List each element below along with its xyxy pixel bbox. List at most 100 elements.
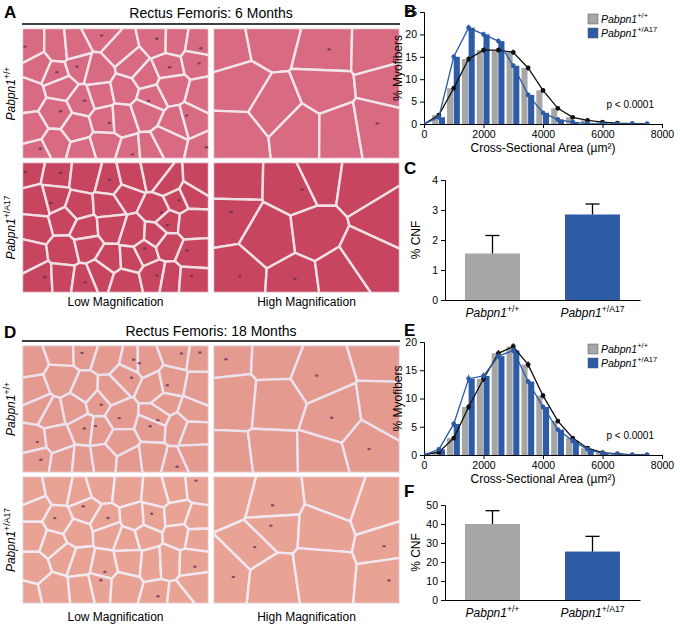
marker (424, 122, 426, 124)
nucleus (166, 384, 170, 386)
fiber (248, 429, 298, 473)
marker (526, 362, 531, 367)
tick: 20 (405, 28, 424, 40)
bar (565, 215, 620, 301)
title-rule (22, 23, 400, 25)
tick-mark (420, 455, 424, 456)
marker (424, 453, 426, 455)
bar (498, 356, 504, 455)
tick-mark (603, 455, 604, 459)
nucleus (138, 362, 142, 364)
marker (451, 436, 456, 441)
tick: Pabpn1+/A17 (560, 600, 624, 620)
tick-label: 10 (426, 575, 438, 587)
bar (447, 438, 453, 455)
axis-line (446, 600, 641, 601)
nucleus (23, 45, 27, 47)
tick-mark (420, 370, 424, 371)
nucleus (293, 278, 297, 280)
nucleus (271, 504, 275, 506)
error-cap (586, 203, 600, 204)
fiber (88, 573, 111, 604)
fiber (49, 445, 75, 473)
nucleus (376, 122, 380, 124)
title-rule (22, 340, 400, 342)
tick-label: 5 (411, 95, 417, 107)
tick-mark (420, 34, 424, 35)
tick: 5 (411, 421, 424, 433)
tick: 50 (426, 499, 445, 511)
micrograph-background (22, 476, 209, 604)
fiber (22, 448, 52, 473)
nucleus (23, 171, 27, 173)
error-cap (586, 536, 600, 537)
y-axis-title: % Myofibers (391, 35, 405, 101)
nucleus (83, 99, 87, 101)
tick-label: 0 (422, 459, 428, 471)
nucleus (59, 172, 63, 174)
micrograph (213, 476, 400, 604)
nucleus (168, 66, 172, 68)
micrograph-background (22, 162, 209, 293)
marker (541, 393, 546, 398)
tick-label: 8000 (651, 128, 675, 140)
tick: 10 (426, 575, 445, 587)
marker (600, 450, 605, 455)
marker (615, 121, 620, 124)
marker (526, 92, 531, 97)
tick-label: Pabpn1+/A17 (560, 304, 624, 320)
tick-label: 20 (426, 556, 438, 568)
tick-mark (441, 600, 445, 601)
tick: 6000 (591, 124, 615, 140)
marker (645, 453, 650, 455)
nucleus (387, 579, 391, 581)
marker (630, 453, 635, 455)
tick-label: Pabpn1+/+ (466, 304, 520, 320)
marker (555, 117, 560, 122)
tick-label: 15 (405, 51, 417, 63)
tick-mark (662, 124, 663, 128)
marker (541, 110, 546, 115)
marker (466, 405, 471, 410)
error-cap (486, 235, 500, 236)
nucleus (81, 505, 85, 507)
tick: 8000 (651, 455, 675, 471)
axis-line (446, 300, 641, 301)
nucleus (165, 224, 169, 226)
fiber (178, 209, 209, 240)
fiber (265, 253, 319, 293)
marker (630, 121, 635, 124)
tick: 2000 (472, 455, 496, 471)
legend-label: Pabpn1+/A17 (601, 25, 657, 39)
bar (492, 50, 498, 124)
y-axis-title: % CNF (409, 221, 423, 260)
error-whisker (492, 236, 493, 254)
nucleus (238, 275, 242, 277)
tick-mark (441, 240, 445, 241)
tick-mark (441, 270, 445, 271)
marker (570, 120, 575, 124)
marker (630, 453, 635, 455)
tick-label: 40 (426, 518, 438, 530)
fiber (291, 28, 352, 71)
marker (645, 122, 650, 124)
axis: 02000400060008000 (422, 124, 675, 140)
nucleus (117, 417, 121, 419)
tick-label: 0 (432, 294, 438, 306)
tick-mark (420, 12, 424, 13)
nucleus (156, 595, 160, 597)
fiber (184, 503, 209, 529)
tick-label: 2000 (472, 459, 496, 471)
tick: 2 (432, 234, 445, 246)
axis: 01234 (432, 174, 445, 306)
legend-label: Pabpn1+/A17 (601, 355, 657, 369)
error-bar (486, 511, 500, 524)
bar (528, 382, 534, 455)
nucleus (55, 71, 59, 73)
nucleus (147, 100, 151, 102)
bar (469, 379, 475, 455)
fiber (213, 374, 256, 431)
micrograph (213, 345, 400, 473)
bar (454, 57, 460, 124)
tick: 1 (432, 264, 445, 276)
